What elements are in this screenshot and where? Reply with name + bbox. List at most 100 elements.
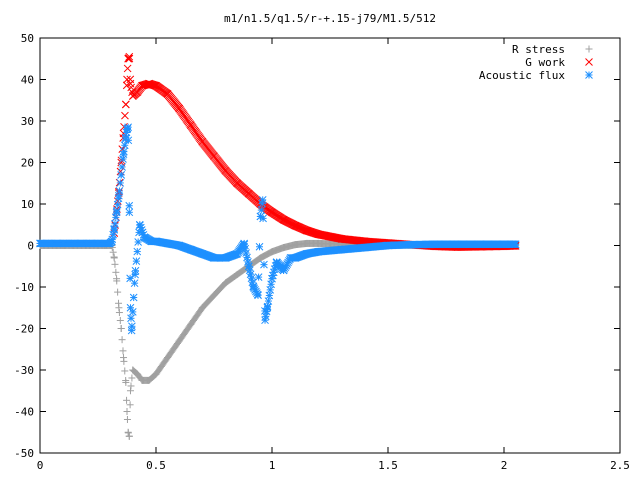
data-point (175, 104, 184, 113)
data-point (511, 240, 520, 249)
data-point (111, 260, 119, 268)
data-point (453, 240, 462, 249)
data-point (133, 88, 142, 96)
legend-marker (585, 58, 593, 66)
data-point (129, 293, 138, 302)
data-point (198, 137, 207, 146)
data-point (115, 309, 123, 317)
data-point (256, 212, 265, 221)
x-tick-label: 0.5 (146, 459, 166, 472)
y-tick-label: 0 (27, 240, 34, 253)
data-point (279, 266, 288, 275)
data-point (243, 253, 251, 262)
y-tick-label: -30 (14, 364, 34, 377)
data-point (258, 199, 267, 208)
data-point (122, 378, 130, 386)
data-point (82, 239, 91, 248)
data-point (210, 152, 218, 161)
legend-label: R stress (512, 43, 565, 56)
data-point (258, 195, 267, 204)
y-tick-label: 10 (21, 198, 34, 211)
data-point (175, 241, 184, 250)
data-point (138, 376, 146, 384)
x-tick-label: 1 (269, 459, 276, 472)
data-point (113, 200, 122, 209)
data-point (122, 81, 131, 90)
data-point (268, 248, 276, 256)
data-point (500, 240, 508, 249)
data-point (280, 244, 288, 252)
data-point (360, 243, 369, 252)
data-point (70, 239, 79, 248)
data-point (133, 370, 141, 378)
data-point (121, 100, 130, 109)
data-point (115, 304, 123, 312)
data-point (117, 325, 125, 332)
data-point (113, 275, 121, 283)
data-point (127, 326, 136, 335)
x-tick-label: 2.5 (610, 459, 630, 472)
y-tick-label: 20 (21, 157, 34, 170)
data-point (130, 279, 139, 288)
y-tick-label: 50 (21, 32, 34, 45)
chart-title: m1/n1.5/q1.5/r-+.15-j79/M1.5/512 (224, 12, 436, 25)
data-point (126, 303, 135, 312)
data-point (108, 237, 116, 246)
data-point (121, 367, 129, 375)
legend-marker (585, 45, 593, 53)
data-point (314, 230, 323, 239)
x-tick-label: 0 (37, 459, 44, 472)
data-point (221, 254, 230, 262)
x-tick-label: 2 (501, 459, 508, 472)
data-point (123, 415, 131, 423)
data-point (314, 239, 322, 247)
data-point (121, 111, 129, 120)
data-point (114, 288, 122, 296)
data-point (135, 220, 144, 229)
data-point (303, 239, 311, 247)
data-point (244, 262, 253, 271)
data-point (134, 238, 143, 246)
data-point (233, 271, 241, 279)
y-tick-label: -50 (14, 447, 34, 460)
axis-ticks: 0 0.5 1 1.5 2 2.5 -50 -40 -30 -20 -10 0 10 20 30 40 50 (14, 32, 630, 472)
data-point (117, 171, 126, 179)
data-point (163, 239, 172, 248)
data-point (254, 273, 263, 281)
data-point (163, 90, 172, 98)
data-point (36, 239, 44, 248)
data-point (111, 219, 119, 228)
y-tick-label: 40 (21, 74, 34, 87)
data-point (124, 54, 133, 63)
data-point (337, 235, 346, 243)
series-g-work (110, 52, 520, 252)
data-point (123, 64, 132, 73)
data-point (125, 52, 134, 61)
data-point (115, 191, 123, 200)
y-tick-label: 30 (21, 115, 34, 128)
data-point (152, 370, 160, 378)
data-point (126, 79, 135, 88)
data-point (118, 163, 126, 171)
data-point (198, 249, 207, 258)
data-point (125, 432, 133, 440)
data-point (210, 254, 218, 262)
data-point (164, 354, 172, 362)
data-point (302, 249, 311, 258)
data-point (138, 81, 146, 90)
data-point (129, 366, 137, 374)
data-point (384, 241, 392, 250)
data-point (121, 133, 130, 142)
data-point (125, 208, 134, 217)
data-point (125, 54, 134, 63)
data-point (291, 241, 299, 249)
data-point (112, 268, 120, 276)
legend-marker (585, 71, 593, 79)
y-tick-label: -20 (14, 323, 34, 336)
data-point (110, 254, 118, 262)
data-point (249, 283, 258, 291)
data-point (140, 233, 149, 242)
legend-label: G work (525, 56, 565, 69)
data-point (124, 123, 133, 132)
